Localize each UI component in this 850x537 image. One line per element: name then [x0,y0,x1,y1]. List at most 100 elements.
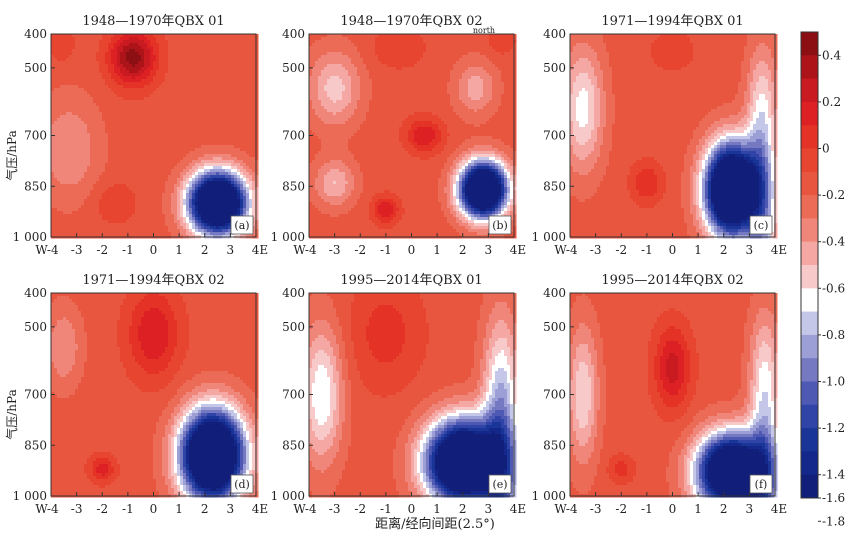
contour-cell [96,118,100,122]
contour-cell [66,58,70,62]
contour-cell [180,94,184,98]
contour-cell [168,61,172,65]
contour-cell [144,67,148,71]
contour-cell [249,115,253,119]
contour-cell [177,34,181,38]
contour-cell [69,127,73,131]
contour-cell [237,109,241,113]
contour-cell [132,49,136,53]
contour-cell [219,127,223,131]
contour-cell [96,100,100,104]
contour-cell [195,76,199,80]
contour-cell [132,88,136,92]
contour-cell [204,94,208,98]
contour-cell [228,109,232,113]
contour-cell [189,136,193,140]
contour-cell [138,76,142,80]
contour-cell [123,82,127,86]
contour-cell [54,55,58,59]
contour-cell [207,115,211,119]
contour-cell [201,82,205,86]
contour-cell [123,49,127,53]
contour-cell [147,145,151,149]
contour-cell [144,40,148,44]
contour-cell [237,52,241,56]
contour-cell [141,37,145,41]
contour-cell [195,70,199,74]
contour-cell [144,106,148,110]
contour-cell [114,145,118,149]
contour-cell [102,139,106,143]
contour-cell [114,61,118,65]
contour-cell [195,121,199,125]
contour-cell [144,97,148,101]
contour-cell [66,82,70,86]
contour-cell [144,37,148,41]
contour-cell [120,82,124,86]
contour-cell [225,115,229,119]
contour-cell [120,133,124,137]
contour-cell [132,91,136,95]
contour-cell [144,55,148,59]
contour-cell [180,130,184,134]
contour-cell [99,124,103,128]
contour-cell [219,115,223,119]
contour-cell [216,145,220,149]
contour-cell [114,67,118,71]
contour-cell [153,88,157,92]
contour-cell [150,154,154,158]
contour-cell [147,142,151,146]
contour-cell [117,79,121,83]
contour-cell [192,76,196,80]
contour-cell [249,112,253,116]
contour-cell [138,139,142,143]
contour-cell [246,112,250,116]
contour-cell [243,55,247,59]
contour-cell [240,100,244,104]
contour-cell [186,145,190,149]
contour-cell [54,100,58,104]
contour-cell [126,100,130,104]
contour-cell [54,121,58,125]
contour-cell [165,64,169,68]
contour-cell [126,43,130,47]
contour-cell [162,37,166,41]
contour-cell [123,61,127,65]
contour-cell [189,73,193,77]
contour-cell [234,70,238,74]
contour-cell [147,94,151,98]
contour-cell [69,100,73,104]
contour-cell [129,130,133,134]
contour-cell [228,94,232,98]
contour-cell [180,136,184,140]
contour-cell [51,103,55,107]
contour-cell [189,76,193,80]
contour-cell [54,136,58,140]
contour-cell [171,88,175,92]
contour-cell [90,43,94,47]
contour-cell [84,40,88,44]
contour-cell [111,73,115,77]
contour-cell [120,103,124,107]
contour-cell [249,142,253,146]
contour-cell [69,43,73,47]
contour-cell [201,73,205,77]
contour-cell [189,112,193,116]
contour-cell [66,139,70,143]
contour-cell [234,127,238,131]
contour-cell [213,100,217,104]
contour-cell [120,145,124,149]
contour-cell [180,52,184,56]
contour-cell [156,37,160,41]
contour-cell [117,64,121,68]
contour-cell [108,49,112,53]
contour-cell [105,145,109,149]
contour-cell [141,61,145,65]
contour-cell [108,142,112,146]
contour-cell [51,148,55,152]
contour-cell [165,88,169,92]
contour-cell [189,52,193,56]
contour-cell [84,52,88,56]
contour-cell [189,37,193,41]
contour-cell [66,121,70,125]
